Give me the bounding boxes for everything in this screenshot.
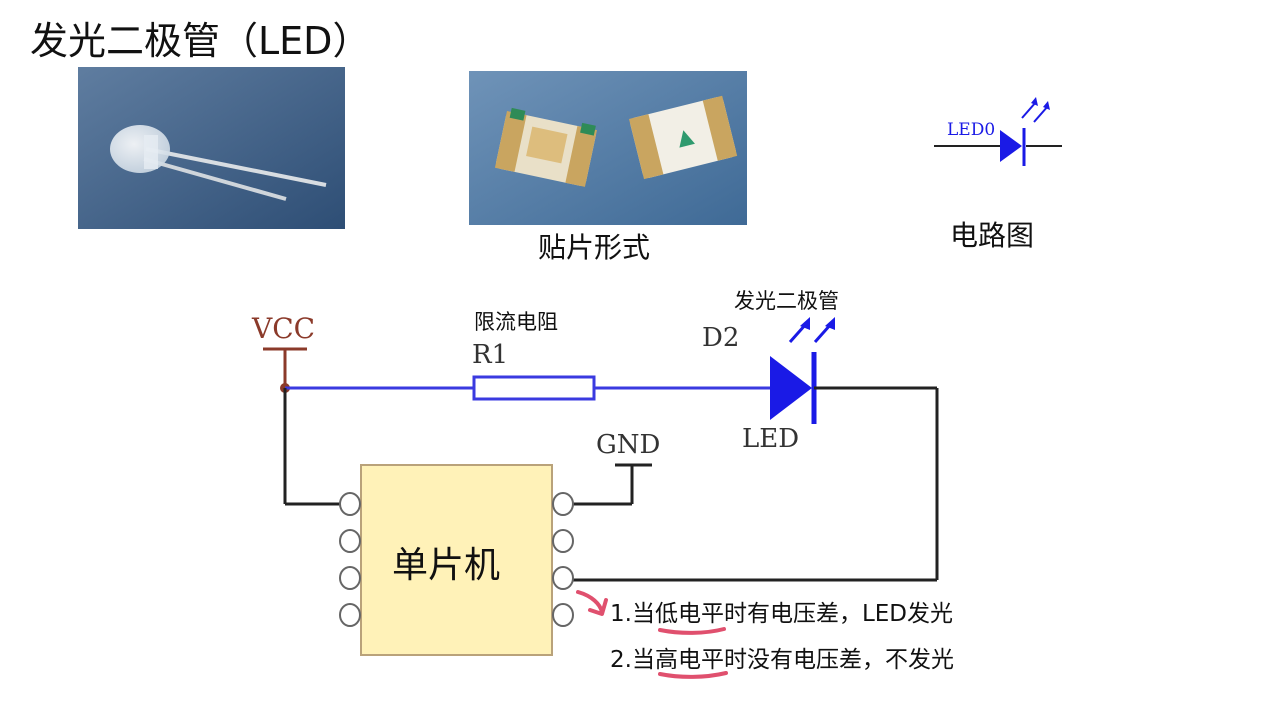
note-2: 2.当高电平时没有电压差，不发光: [610, 640, 954, 674]
note-2-rest: 时没有电压差，不发光: [723, 647, 954, 673]
smd-caption: 贴片形式: [538, 231, 651, 264]
gnd-label: GND: [596, 430, 661, 460]
note-2-prefix: 2.当: [610, 647, 655, 673]
page-title: 发光二极管（LED）: [30, 19, 371, 63]
vcc-label: VCC: [252, 312, 316, 345]
diode-label: LED: [742, 424, 800, 454]
smd-led-photo: [469, 71, 747, 225]
resistor-ref: R1: [472, 340, 509, 370]
note-1: 1.当低电平时有电压差，LED发光: [610, 594, 953, 628]
led-schematic-symbol: [930, 88, 1070, 178]
resistor-description: 限流电阻: [474, 310, 558, 334]
mcu-label: 单片机: [392, 545, 501, 586]
note-1-rest: 时有电压差，LED发光: [723, 601, 954, 627]
note-2-highlight: 高电平: [654, 647, 724, 673]
schematic-caption: 电路图: [950, 219, 1035, 252]
note-1-prefix: 1.当: [610, 601, 655, 627]
diode-description: 发光二极管: [734, 289, 839, 313]
note-1-highlight: 低电平: [654, 601, 724, 627]
schematic-led-label: LED0: [947, 120, 996, 140]
through-hole-led-photo: [78, 67, 345, 229]
diode-ref: D2: [702, 323, 740, 353]
